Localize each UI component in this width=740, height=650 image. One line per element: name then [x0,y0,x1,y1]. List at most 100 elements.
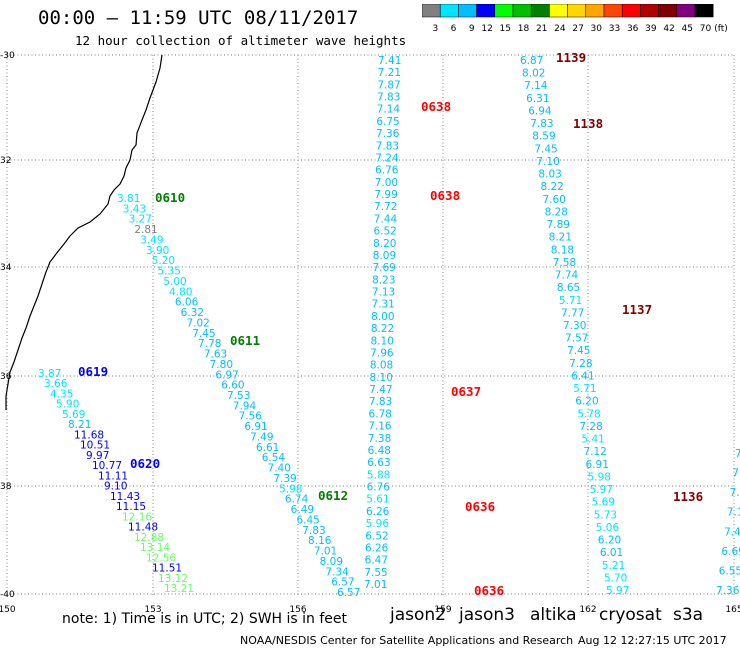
wave-height-value: 8.16 [308,535,332,547]
wave-height-value: 7.53 [227,390,250,402]
pass-time-label: 0610 [155,190,185,205]
wave-height-value: 6.45 [296,514,319,526]
wave-height-value: 7.69 [372,262,395,274]
lat-label: -30 [0,51,15,61]
lat-label: 36 [0,372,12,382]
map-subtitle: 12 hour collection of altimeter wave hei… [75,33,407,48]
track-1: 6.878.027.146.316.947.838.597.457.108.03… [520,50,703,597]
scale-label-9: 9 [469,24,475,32]
scale-label-24: 24 [554,24,566,32]
wave-height-value: 7.94 [233,400,257,412]
wave-height-value: 7.01 [314,546,337,558]
pass-time-label: 1137 [622,302,652,317]
wave-height-value: 6.26 [366,506,390,518]
wave-height-value: 3.49 [140,234,163,246]
wave-height-value: 7.28 [569,358,592,370]
wave-height-value: 6.63 [367,457,390,469]
wave-height-value: 7.13 [372,287,395,299]
scale-label-15: 15 [500,24,511,32]
wave-height-value: 7.83 [376,140,399,152]
lat-lon-grid [6,54,735,596]
wave-height-value: 6.69 [721,546,740,558]
wave-height-value: 5.70 [604,572,627,584]
wave-height-value: 6.97 [215,369,238,381]
wave-height-value: 7.3 [735,448,740,460]
wave-height-value: 7.58 [553,257,576,269]
wave-height-value: 7.21 [378,67,401,79]
wave-height-value: 8.22 [371,323,394,335]
wave-height-value: 7.78 [198,338,221,350]
scale-unit: (ft) [714,24,728,32]
wave-height-value: 5.97 [590,484,613,496]
wave-height-value: 8.65 [557,282,580,294]
wave-height-value: 6.57 [337,587,360,599]
wave-height-value: 7.38 [368,433,391,445]
wave-height-value: 8.00 [371,311,394,323]
track-2: 3.813.433.272.813.493.905.205.355.004.80… [117,190,360,599]
lon-label: 162 [579,605,596,615]
wave-height-value: 3.90 [146,245,169,257]
scale-label-12: 12 [481,24,492,32]
pass-time-label: 1136 [673,489,703,504]
wave-height-value: 2.81 [134,224,157,236]
wave-height-value: 8.21 [68,419,91,431]
wave-height-value: 7.77 [561,307,584,319]
wave-height-value: 3.27 [129,214,152,226]
wave-height-value: 6.60 [221,380,244,392]
wave-height-value: 7.00 [375,177,398,189]
wave-height-value: 6.47 [365,555,388,567]
scale-label-39: 39 [645,24,657,32]
wave-height-value: 9.10 [104,481,127,493]
wave-height-value: 7.02 [186,317,209,329]
wave-height-value: 7.16 [368,421,392,433]
wave-height-value: 5.88 [367,469,390,481]
scale-label-6: 6 [451,24,457,32]
axis-labels: 150 153 156 159 162 165 -30 32 34 36 38 -40 [0,51,740,615]
wave-height-value: 5.00 [163,276,186,288]
wave-height-value: 8.03 [538,169,561,181]
wave-height-value: 5.98 [588,471,611,483]
scale-swatch-70 [694,4,714,18]
wave-height-value: 6.52 [373,226,396,238]
wave-height-value: 6.94 [528,105,552,117]
wave-height-value: 4.80 [169,286,192,298]
wave-height-value: 6.87 [520,55,543,67]
wave-height-value: 11.48 [128,522,158,534]
wave-height-value: 5.69 [592,497,615,509]
wave-height-value: 7.31 [371,299,394,311]
wave-height-value: 8.09 [320,556,343,568]
wave-height-value: 5.06 [596,522,620,534]
pass-time-label: 0636 [465,499,495,514]
wave-height-value: 7.99 [374,189,397,201]
wave-height-value: 8.18 [551,244,574,256]
wave-height-value: 7.83 [369,396,392,408]
wave-height-value: 7.46 [732,468,740,480]
wave-height-value: 7.57 [565,333,588,345]
wave-height-value: 3.66 [44,378,68,390]
pass-time-label: 0637 [451,384,481,399]
wave-height-value: 7.24 [375,152,399,164]
wave-height-value: 6.76 [367,482,391,494]
wave-height-value: 8.10 [370,372,393,384]
pass-time-label: 0619 [78,364,108,379]
wave-height-value: 6.52 [365,530,388,542]
wave-height-value: 6.91 [244,421,267,433]
wave-height-value: 7.45 [567,345,590,357]
wave-height-value: 12.56 [146,552,176,564]
wave-height-value: 4.35 [50,388,73,400]
coastline [5,54,163,410]
wave-height-value: 6.55 [719,565,740,577]
wave-height-value: 5.41 [581,434,604,446]
wave-height-value: 3.43 [123,203,146,215]
wave-height-value: 7.14 [524,80,548,92]
footer-timestamp: Aug 12 12:27:15 UTC 2017 [578,634,727,647]
lat-label: 32 [0,156,11,166]
wave-height-value: 6.32 [181,307,204,319]
wave-height-value: 7.87 [377,79,400,91]
wave-height-value: 6.06 [175,297,199,309]
satellite-legend-jason3: jason3 [459,605,515,625]
wave-height-value: 7.14 [727,507,740,519]
wave-height-value: 10.77 [92,460,122,472]
scale-label-36: 36 [627,24,639,32]
